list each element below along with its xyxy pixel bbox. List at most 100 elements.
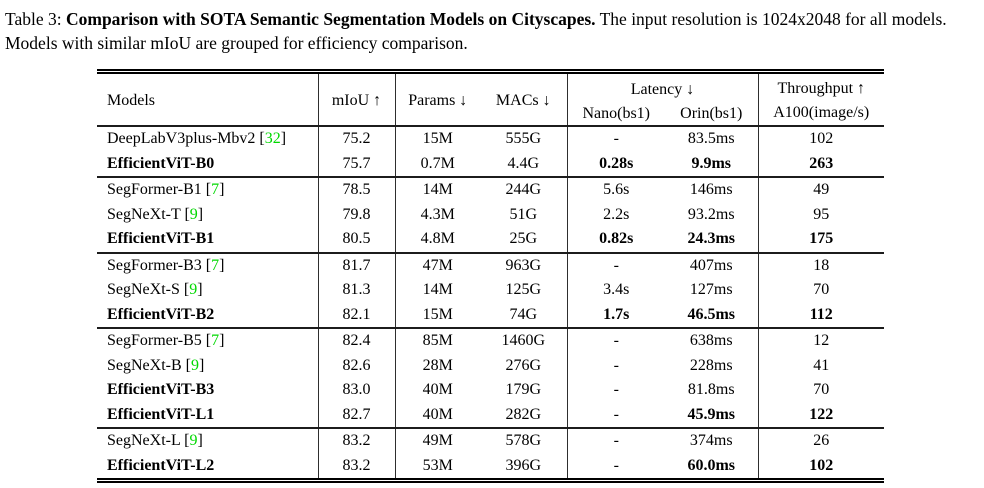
citation-link[interactable]: [32]: [255, 130, 287, 148]
citation-link[interactable]: [7]: [201, 256, 225, 274]
orin-latency-cell: 9.9ms: [691, 154, 732, 172]
macs-cell: 555G: [505, 130, 542, 148]
orin-latency-cell: 83.5ms: [687, 130, 735, 148]
results-table: Models mIoU ↑ Params ↓ MACs ↓ Latency ↓ …: [97, 69, 884, 483]
citation-number[interactable]: 7: [211, 332, 220, 350]
params-cell: 47M: [394, 252, 480, 278]
orin-latency-cell: 24.3ms: [687, 230, 736, 248]
model-cell: EfficientViT-L1: [97, 403, 318, 429]
model-name: SegNeXt-B: [107, 356, 182, 374]
throughput-cell: 70: [757, 278, 884, 303]
model-cell: SegFormer-B3 [7]: [97, 253, 318, 279]
miou-cell: 82.7: [317, 402, 395, 428]
orin-latency-cell: 127ms: [689, 281, 733, 299]
col-header-nano: Nano(bs1): [566, 103, 665, 126]
nano-latency-cell: 3.4s: [566, 278, 665, 303]
throughput-cell: 102: [757, 453, 884, 481]
params-cell: 28M: [394, 353, 480, 378]
throughput-cell: 175: [757, 227, 884, 253]
citation-number[interactable]: 32: [264, 130, 281, 148]
citation-link[interactable]: [9]: [179, 281, 203, 299]
throughput-cell: 70: [757, 378, 884, 403]
col-header-macs: MACs ↓: [495, 91, 551, 109]
macs-cell: 179G: [505, 381, 542, 399]
model-cell: DeepLabV3plus-Mbv2 [32]: [97, 126, 318, 152]
throughput-cell: 12: [757, 328, 884, 354]
citation-link[interactable]: [9]: [181, 356, 205, 374]
citation-number[interactable]: 7: [211, 256, 220, 274]
citation-number[interactable]: 9: [190, 356, 199, 374]
model-group-4: SegFormer-B5 [7] 82.4 85M 1460G -638ms 12 SegN…: [97, 328, 884, 428]
miou-cell: 82.6: [317, 353, 395, 378]
params-cell: 14M: [394, 278, 480, 303]
model-cell: SegFormer-B1 [7]: [97, 177, 318, 203]
model-cell: EfficientViT-B2: [97, 303, 318, 329]
throughput-cell: 26: [757, 428, 884, 454]
throughput-sublabel: A100(image/s): [773, 103, 870, 121]
citation-link[interactable]: [7]: [201, 181, 225, 199]
citation-number[interactable]: 9: [189, 432, 198, 450]
throughput-cell: 122: [757, 402, 884, 428]
orin-latency-cell: 45.9ms: [687, 405, 736, 423]
col-header-models: Models: [107, 91, 155, 109]
macs-cell: 963G: [505, 256, 542, 274]
throughput-cell: 112: [757, 302, 884, 328]
macs-cell: 4.4G: [507, 154, 540, 172]
params-cell: 53M: [394, 453, 480, 481]
params-cell: 15M: [394, 126, 480, 152]
table-caption: Table 3: Comparison with SOTA Semantic S…: [5, 7, 979, 55]
miou-cell: 82.4: [317, 328, 395, 354]
miou-cell: 78.5: [317, 177, 395, 203]
miou-cell: 81.7: [317, 252, 395, 278]
params-cell: 49M: [394, 428, 480, 454]
orin-latency-cell: 228ms: [689, 356, 733, 374]
nano-latency-cell: -: [566, 378, 665, 403]
header-row-2: Nano(bs1) Orin(bs1): [97, 103, 884, 126]
nano-latency-cell: -: [566, 453, 665, 481]
table-row: EfficientViT-B1 80.5 4.8M 25G 0.82s 24.3ms 175: [97, 227, 884, 253]
col-header-latency: Latency ↓: [566, 71, 758, 103]
caption-label: Table 3:: [5, 9, 66, 29]
params-cell: 0.7M: [394, 151, 480, 177]
citation-number[interactable]: 9: [189, 205, 198, 223]
params-cell: 4.8M: [394, 227, 480, 253]
params-cell: 14M: [394, 177, 480, 203]
macs-cell: 1460G: [501, 332, 546, 350]
model-cell: EfficientViT-B3: [97, 378, 318, 403]
miou-cell: 81.3: [317, 278, 395, 303]
model-name: SegNeXt-T: [107, 205, 181, 223]
table-row: EfficientViT-B2 82.1 15M 74G 1.7s 46.5ms 112: [97, 302, 884, 329]
model-cell: EfficientViT-B1: [97, 227, 318, 253]
macs-cell: 244G: [505, 181, 542, 199]
table-row: EfficientViT-L1 82.7 40M 282G - 45.9ms 122: [97, 402, 884, 429]
miou-cell: 83.0: [317, 378, 395, 403]
model-name: EfficientViT-L2: [107, 456, 215, 474]
table-row: SegNeXt-B [9] 82.6 28M 276G -228ms 41: [97, 353, 884, 378]
nano-latency-cell: 5.6s: [566, 177, 665, 203]
citation-link[interactable]: [9]: [180, 432, 203, 450]
miou-cell: 80.5: [317, 227, 395, 253]
table-row: EfficientViT-L2 83.2 53M 396G - 60.0ms 102: [97, 453, 884, 481]
model-group-5: SegNeXt-L [9] 83.2 49M 578G -374ms 26 Efficien…: [97, 428, 884, 481]
orin-latency-cell: 81.8ms: [687, 381, 735, 399]
nano-latency-cell: 1.7s: [566, 302, 665, 328]
citation-number[interactable]: 7: [211, 181, 220, 199]
citation-number[interactable]: 9: [189, 281, 198, 299]
params-cell: 15M: [394, 302, 480, 328]
model-name: EfficientViT-L1: [107, 405, 215, 423]
throughput-cell: 49: [757, 177, 884, 203]
col-header-orin: Orin(bs1): [680, 105, 743, 122]
caption-body: The input resolution is 1024x2048 for al…: [5, 9, 947, 53]
model-name: EfficientViT-B1: [107, 230, 215, 248]
model-group-3: SegFormer-B3 [7] 81.7 47M 963G -407ms 18 SegNe…: [97, 252, 884, 329]
params-cell: 85M: [394, 328, 480, 354]
throughput-cell: 41: [757, 353, 884, 378]
col-header-params: Params ↓: [394, 71, 480, 126]
macs-cell: 25G: [509, 230, 538, 248]
citation-link[interactable]: [9]: [180, 205, 204, 223]
throughput-cell: 102: [757, 126, 884, 152]
model-group-1: DeepLabV3plus-Mbv2 [32] 75.2 15M 555G -83.5m…: [97, 126, 884, 177]
nano-latency-cell: -: [566, 402, 665, 428]
citation-link[interactable]: [7]: [201, 332, 225, 350]
miou-cell: 75.2: [317, 126, 395, 152]
